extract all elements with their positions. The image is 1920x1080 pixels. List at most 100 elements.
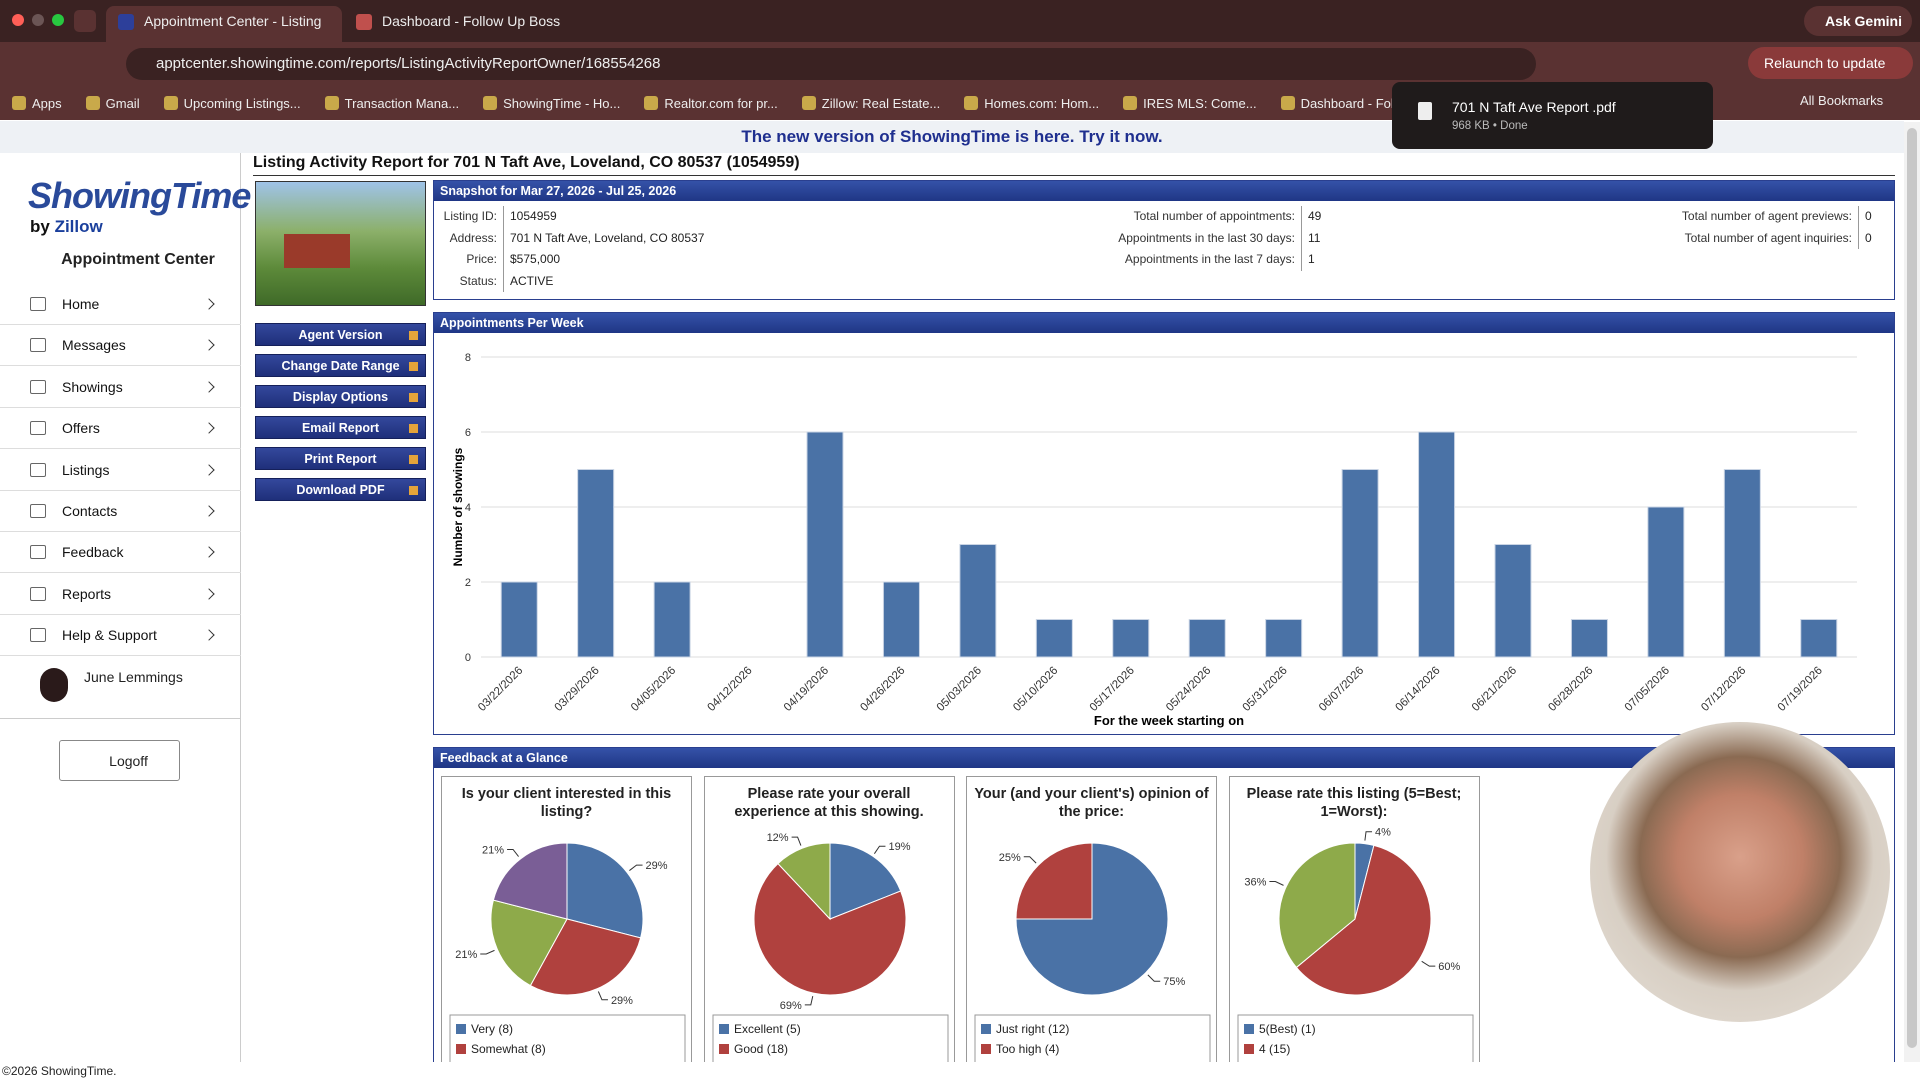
bookmark[interactable]: ShowingTime - Ho... bbox=[483, 96, 620, 111]
pie-slice bbox=[1295, 844, 1431, 996]
nav-label: Showings bbox=[62, 378, 123, 395]
x-tick-label: 04/12/2026 bbox=[705, 665, 754, 714]
nav-item[interactable]: Contacts bbox=[0, 491, 241, 532]
pie-slice bbox=[829, 842, 901, 920]
bar bbox=[1035, 619, 1073, 658]
nav-label: Reports bbox=[62, 585, 112, 602]
x-tick-label: 06/07/2026 bbox=[1317, 665, 1366, 714]
bookmark-label: Realtor.com for pr... bbox=[664, 95, 778, 111]
bookmark[interactable]: IRES MLS: Come... bbox=[1123, 96, 1257, 111]
pie-chart: 75% 25% Just right (12) Too high (4) bbox=[974, 842, 1211, 1075]
x-tick-label: 06/28/2026 bbox=[1546, 665, 1595, 714]
label-leader bbox=[804, 995, 813, 1006]
nav-item[interactable]: Messages bbox=[0, 325, 241, 367]
bookmark-icon bbox=[801, 96, 816, 110]
bar bbox=[500, 581, 538, 658]
download-file[interactable]: 701 N Taft Ave Report .pdf bbox=[1452, 99, 1616, 115]
bar bbox=[806, 431, 844, 658]
bookmark-icon bbox=[1280, 96, 1295, 110]
bookmark[interactable]: Transaction Mana... bbox=[324, 96, 459, 111]
nav-item[interactable]: Showings bbox=[0, 367, 241, 408]
nav-item[interactable]: Reports bbox=[0, 574, 241, 615]
all-bookmarks[interactable]: All Bookmarks bbox=[1800, 93, 1884, 108]
data-label: 25% bbox=[999, 852, 1021, 864]
data-label: 29% bbox=[646, 860, 668, 872]
field-value: 1054959 bbox=[510, 209, 557, 223]
bookmark[interactable]: Gmail bbox=[85, 96, 140, 111]
label-leader bbox=[1023, 856, 1037, 864]
nav-chevron bbox=[203, 546, 215, 559]
label-leader bbox=[507, 848, 519, 857]
pie-slice bbox=[529, 918, 642, 996]
label-leader bbox=[597, 991, 608, 1001]
bookmark[interactable]: Zillow: Real Estate... bbox=[801, 96, 940, 111]
pdf-icon bbox=[1418, 102, 1432, 120]
gemini-button[interactable]: Ask Gemini bbox=[1804, 6, 1912, 36]
nav-item[interactable]: Feedback bbox=[0, 532, 241, 574]
title-rule bbox=[253, 175, 1895, 176]
pie-title: Please rate your overall experience at t… bbox=[734, 786, 924, 820]
nav-chevron bbox=[203, 339, 215, 352]
logoff-button[interactable]: Logoff bbox=[59, 740, 180, 781]
user-name: June Lemmings bbox=[84, 669, 183, 685]
nav-item[interactable]: Listings bbox=[0, 450, 241, 491]
report-button[interactable]: Download PDF bbox=[255, 478, 426, 501]
legend-label: Too high (4) bbox=[996, 1042, 1059, 1056]
feedback-title: Feedback at a Glance bbox=[434, 748, 1894, 768]
report-button[interactable]: Print Report bbox=[255, 447, 426, 470]
button-icon bbox=[409, 331, 418, 340]
nav-item[interactable]: Help & Support bbox=[0, 615, 241, 657]
report-button[interactable]: Email Report bbox=[255, 416, 426, 439]
webcam-overlay bbox=[1590, 722, 1890, 1022]
y-tick-label: 6 bbox=[465, 427, 471, 439]
bar bbox=[1723, 469, 1761, 658]
bookmark-icon bbox=[644, 96, 659, 110]
pie-slice bbox=[1278, 842, 1355, 969]
nav-icon bbox=[30, 462, 46, 477]
scrollbar[interactable] bbox=[1904, 122, 1920, 1062]
pie-slice bbox=[1015, 842, 1093, 920]
legend-box bbox=[974, 1014, 1211, 1075]
legend-label: 4 (15) bbox=[1259, 1042, 1290, 1056]
nav-item[interactable]: Home bbox=[0, 284, 241, 325]
pie-title: Please rate this listing (5=Best; 1=Wors… bbox=[1246, 786, 1462, 820]
bookmark[interactable]: Apps bbox=[12, 96, 62, 111]
button-label: Print Report bbox=[304, 452, 377, 466]
relaunch-button[interactable]: Relaunch to update bbox=[1748, 47, 1913, 79]
app-name: Appointment Center bbox=[61, 251, 215, 268]
label-leader bbox=[791, 836, 801, 846]
window-controls bbox=[12, 14, 64, 26]
bookmark-icon bbox=[964, 96, 979, 110]
report-button[interactable]: Display Options bbox=[255, 385, 426, 408]
tab[interactable]: Dashboard - Follow Up Boss bbox=[344, 6, 580, 42]
bookmark[interactable]: Dashboard - Foll... bbox=[1280, 96, 1408, 111]
tab-search[interactable] bbox=[74, 10, 96, 32]
bookmark[interactable]: Realtor.com for pr... bbox=[644, 95, 778, 111]
pie-chart: 4% 60% 36% 5(Best) (1) 4 (15) bbox=[1237, 827, 1473, 1075]
bar bbox=[959, 544, 997, 658]
data-label: 75% bbox=[1163, 976, 1185, 988]
nav-chevron bbox=[203, 588, 215, 600]
field-label: Total number of appointments: bbox=[1052, 206, 1302, 228]
bookmark[interactable]: Homes.com: Hom... bbox=[964, 96, 1099, 111]
tab[interactable]: Appointment Center - Listing bbox=[106, 6, 342, 42]
label-leader bbox=[1268, 881, 1284, 886]
data-label: 29% bbox=[611, 995, 633, 1007]
address-bar[interactable]: apptcenter.showingtime.com/reports/Listi… bbox=[126, 48, 1536, 80]
scroll-thumb[interactable] bbox=[1907, 128, 1917, 1048]
bookmark[interactable]: Upcoming Listings... bbox=[163, 96, 301, 111]
field-value: 0 bbox=[1865, 230, 1872, 245]
data-label: 21% bbox=[482, 844, 504, 856]
report-button[interactable]: Change Date Range bbox=[255, 354, 426, 377]
nav-label: Messages bbox=[62, 337, 126, 354]
nav-icon bbox=[30, 545, 46, 560]
nav-item[interactable]: Offers bbox=[0, 408, 241, 450]
chart-title: Appointments Per Week bbox=[434, 313, 1894, 333]
download-status: 968 KB • Done bbox=[1452, 120, 1528, 132]
legend-label: Somewhat (8) bbox=[471, 1042, 546, 1056]
x-tick-label: 04/26/2026 bbox=[858, 665, 907, 714]
report-button[interactable]: Agent Version bbox=[255, 323, 426, 346]
legend-swatch bbox=[1243, 1024, 1254, 1034]
nav-icon bbox=[30, 297, 46, 311]
pie-slice bbox=[566, 842, 644, 939]
